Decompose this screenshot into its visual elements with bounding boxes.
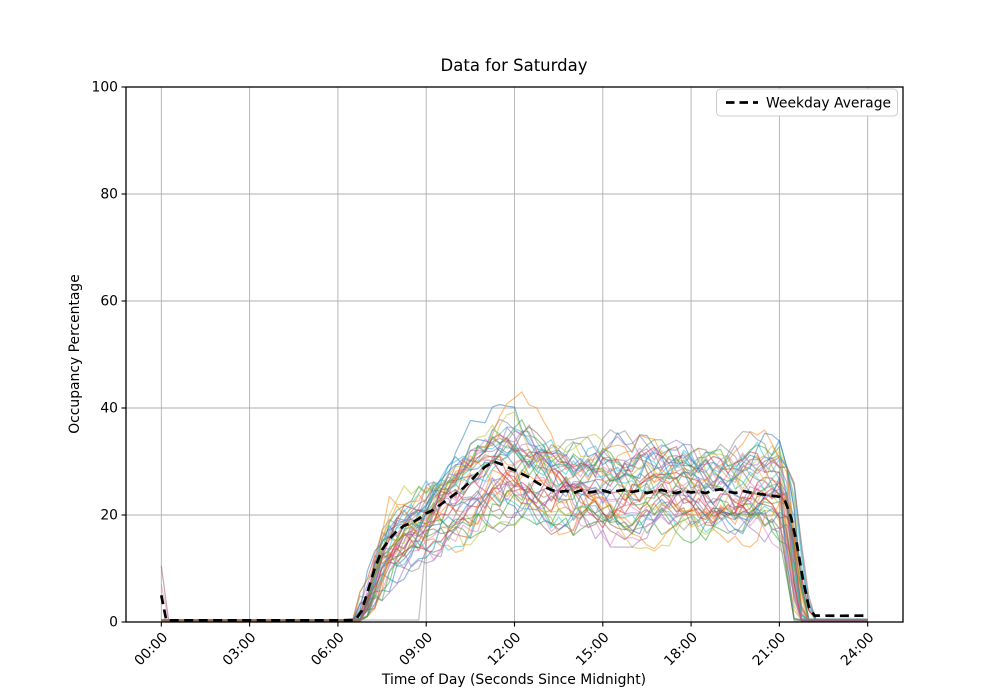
- daily-traces: [160, 391, 868, 622]
- y-tick-label: 60: [100, 294, 118, 310]
- y-tick-label: 40: [100, 401, 118, 417]
- x-tick-label: 18:00: [661, 630, 701, 670]
- y-tick-label: 100: [91, 80, 118, 96]
- x-tick-label: 00:00: [132, 630, 172, 670]
- gridlines: [126, 86, 903, 623]
- y-axis-label: Occupancy Percentage: [67, 274, 83, 434]
- legend: Weekday Average: [716, 88, 898, 117]
- x-tick-label: 12:00: [485, 630, 525, 670]
- x-tick-label: 24:00: [838, 630, 878, 670]
- x-tick-label: 09:00: [396, 630, 436, 670]
- tick-labels: 00:00 03:00 06:00 09:00 12:00 15:00 18:00 21:00…: [91, 80, 877, 670]
- x-tick-label: 21:00: [750, 630, 790, 670]
- x-tick-label: 06:00: [308, 630, 348, 670]
- y-tick-label: 20: [100, 508, 118, 524]
- x-tick-label: 15:00: [573, 630, 613, 670]
- y-tick-label: 0: [109, 615, 118, 631]
- chart-title: Data for Saturday: [441, 56, 588, 75]
- legend-label: Weekday Average: [766, 96, 891, 112]
- weekday-average-line: [159, 460, 868, 622]
- legend-box: [716, 88, 898, 117]
- x-tick-label: 03:00: [220, 630, 260, 670]
- x-axis-label: Time of Day (Seconds Since Midnight): [381, 672, 646, 688]
- y-tick-label: 80: [100, 187, 118, 203]
- tick-marks: [121, 86, 869, 627]
